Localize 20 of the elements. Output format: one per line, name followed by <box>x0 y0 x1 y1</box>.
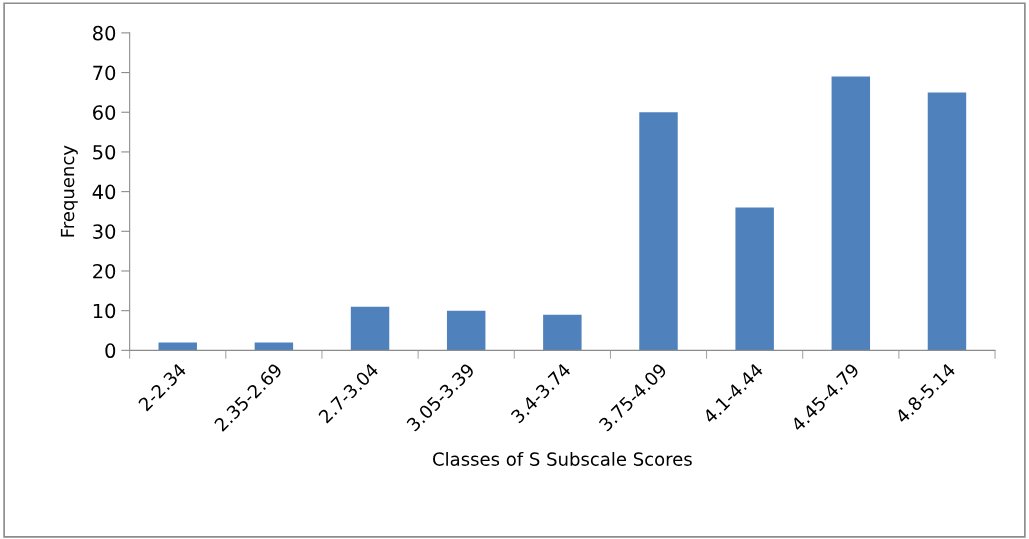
x-axis-title: Classes of S Subscale Scores <box>433 451 692 466</box>
y-tick-label: 20 <box>93 263 116 279</box>
y-tick-label: 70 <box>93 65 116 81</box>
y-tick-label: 80 <box>93 25 116 41</box>
bar <box>158 342 197 351</box>
y-axis-title: Frequency <box>60 145 78 237</box>
bar <box>927 92 967 351</box>
y-tick-label: 40 <box>92 184 116 200</box>
bar <box>254 342 294 351</box>
bar <box>735 207 774 351</box>
bar <box>831 76 871 351</box>
y-tick-label: 10 <box>93 303 116 319</box>
bar <box>543 314 582 351</box>
y-tick-label: 0 <box>105 343 116 359</box>
bar <box>350 306 390 351</box>
bar <box>446 310 486 351</box>
bar <box>639 112 678 351</box>
y-tick-label: 60 <box>93 105 116 120</box>
y-tick-label: 30 <box>93 224 116 239</box>
y-tick-label: 50 <box>93 144 116 160</box>
